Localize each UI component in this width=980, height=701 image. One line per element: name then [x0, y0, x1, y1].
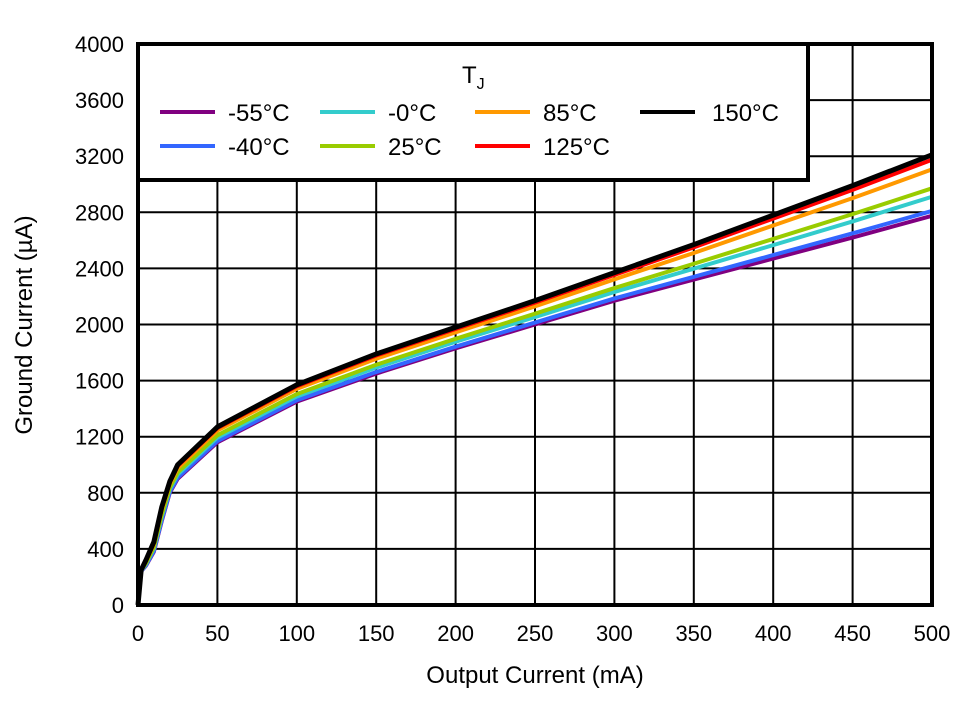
y-tick-label: 400 [87, 537, 124, 562]
y-tick-label: 1200 [75, 425, 124, 450]
y-tick-label: 4000 [75, 32, 124, 57]
legend-title-sub: J [477, 76, 485, 93]
legend-item: 150°C [640, 100, 779, 127]
legend: TJ -55°C -40°C -0°C 25°C 85°C 125°C 150°C [136, 42, 810, 182]
legend-item: -40°C [160, 134, 290, 161]
x-axis-label: Output Current (mA) [426, 662, 643, 689]
legend-box [136, 42, 810, 182]
x-tick-label: 100 [278, 621, 315, 646]
x-tick-label: 50 [205, 621, 229, 646]
tick-labels: 0 50 100 150 200 250 300 350 400 450 500 0 400 800 120… [75, 32, 950, 646]
y-tick-label: 2000 [75, 313, 124, 338]
legend-item: 85°C [475, 100, 597, 127]
y-axis-label: Ground Current (µA) [11, 215, 38, 434]
x-tick-label: 300 [596, 621, 633, 646]
legend-title: TJ [462, 62, 485, 93]
legend-item: -0°C [320, 100, 436, 127]
x-tick-label: 150 [358, 621, 395, 646]
series-line-150°C [135, 152, 933, 606]
y-tick-label: 2800 [75, 200, 124, 225]
legend-label: 85°C [543, 100, 597, 127]
x-tick-label: 450 [834, 621, 871, 646]
legend-label: -55°C [228, 100, 290, 127]
legend-label: -40°C [228, 134, 290, 161]
x-tick-label: 350 [675, 621, 712, 646]
legend-item: -55°C [160, 100, 290, 127]
legend-item: 125°C [475, 134, 610, 161]
y-tick-label: 0 [112, 593, 124, 618]
legend-label: 125°C [543, 134, 610, 161]
x-tick-label: 200 [437, 621, 474, 646]
legend-title-main: T [462, 62, 477, 89]
y-tick-label: 2400 [75, 256, 124, 281]
x-tick-label: 0 [132, 621, 144, 646]
x-tick-label: 500 [914, 621, 951, 646]
x-tick-label: 250 [517, 621, 554, 646]
legend-label: 25°C [388, 134, 442, 161]
y-tick-label: 1600 [75, 369, 124, 394]
legend-label: -0°C [388, 100, 436, 127]
legend-item: 25°C [320, 134, 442, 161]
y-tick-label: 3200 [75, 144, 124, 169]
y-tick-label: 3600 [75, 88, 124, 113]
x-tick-label: 400 [755, 621, 792, 646]
series-lines [135, 152, 933, 606]
legend-label: 150°C [712, 100, 779, 127]
y-tick-label: 800 [87, 481, 124, 506]
